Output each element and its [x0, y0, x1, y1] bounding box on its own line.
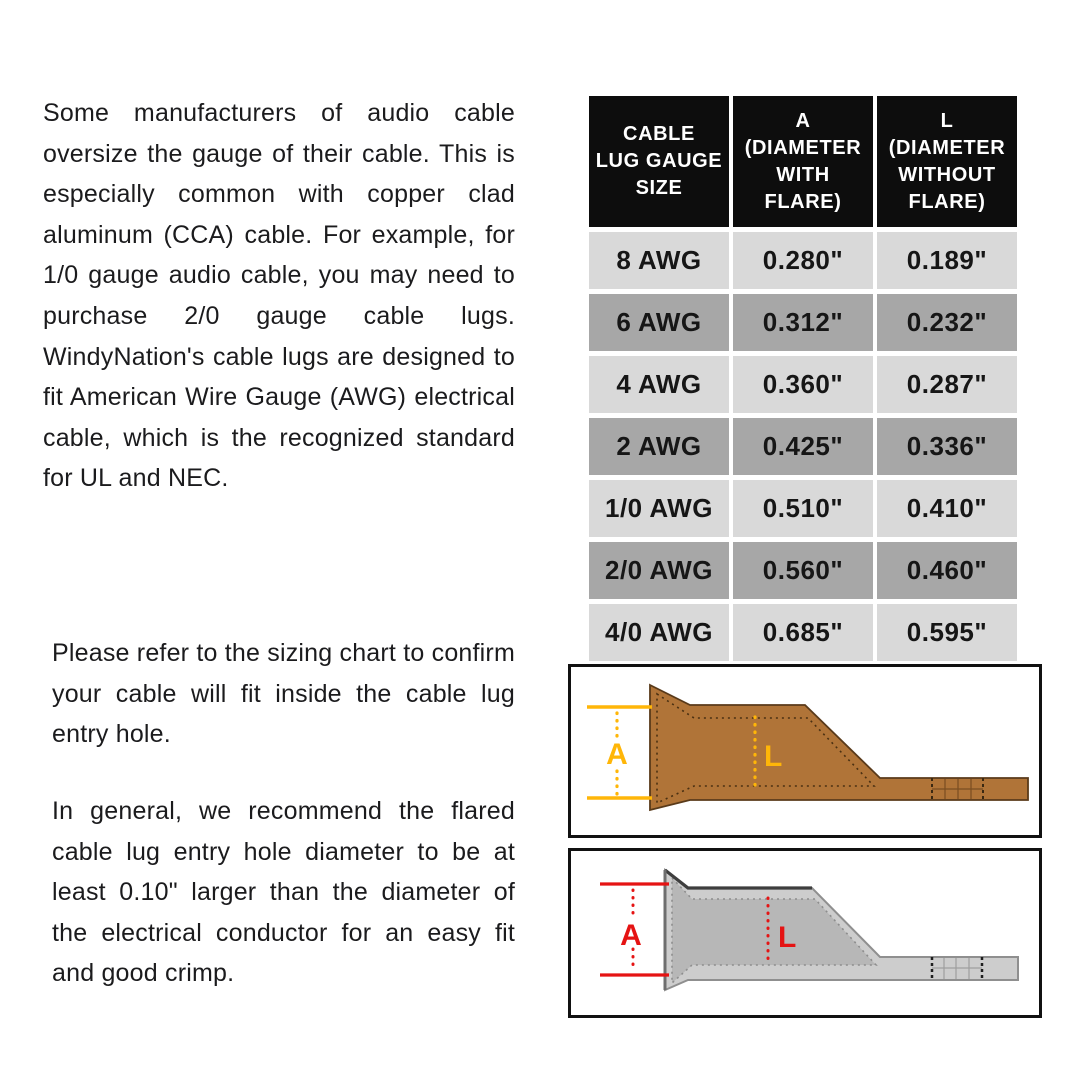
intro-paragraph: Some manufacturers of audio cable oversi…	[43, 99, 515, 493]
sizing-chart-note-paragraph: Please refer to the sizing chart to conf…	[52, 639, 515, 749]
header-gauge-size: CABLE LUG GAUGE SIZE	[589, 96, 729, 227]
gauge-cell: 6 AWG	[589, 294, 729, 351]
diameter-a-cell: 0.510"	[733, 480, 873, 537]
dimension-a-label: A	[620, 919, 642, 952]
recommendation-paragraph: In general, we recommend the flared cabl…	[52, 797, 515, 988]
diameter-l-cell: 0.287"	[877, 356, 1017, 413]
diameter-l-cell: 0.460"	[877, 542, 1017, 599]
table-row: 2/0 AWG 0.560" 0.460"	[589, 542, 1017, 599]
gauge-cell: 1/0 AWG	[589, 480, 729, 537]
table-row: 4 AWG 0.360" 0.287"	[589, 356, 1017, 413]
table-row: 2 AWG 0.425" 0.336"	[589, 418, 1017, 475]
diameter-l-cell: 0.189"	[877, 232, 1017, 289]
diameter-l-cell: 0.595"	[877, 604, 1017, 661]
dimension-l-label: L	[778, 921, 796, 954]
diameter-a-cell: 0.312"	[733, 294, 873, 351]
table-row: 6 AWG 0.312" 0.232"	[589, 294, 1017, 351]
diameter-a-cell: 0.360"	[733, 356, 873, 413]
copper-lug-diagram: A L	[568, 664, 1042, 838]
diameter-a-cell: 0.280"	[733, 232, 873, 289]
tinned-lug-drawing: A L	[600, 867, 1019, 992]
header-diameter-without-flare: L (DIAMETER WITHOUT FLARE)	[877, 96, 1017, 227]
dimension-a-label: A	[606, 738, 628, 771]
copper-lug-drawing: A L	[587, 683, 1029, 812]
dimension-l-label: L	[764, 740, 782, 773]
tinned-lug-diagram: A L	[568, 848, 1042, 1018]
table-row: 1/0 AWG 0.510" 0.410"	[589, 480, 1017, 537]
cable-lug-sizing-table: CABLE LUG GAUGE SIZE A (DIAMETER WITH FL…	[585, 91, 1021, 666]
diameter-a-cell: 0.560"	[733, 542, 873, 599]
gauge-cell: 2/0 AWG	[589, 542, 729, 599]
gauge-cell: 4/0 AWG	[589, 604, 729, 661]
gauge-cell: 4 AWG	[589, 356, 729, 413]
gauge-cell: 2 AWG	[589, 418, 729, 475]
table-header-row: CABLE LUG GAUGE SIZE A (DIAMETER WITH FL…	[589, 96, 1017, 227]
table-row: 4/0 AWG 0.685" 0.595"	[589, 604, 1017, 661]
diameter-a-cell: 0.685"	[733, 604, 873, 661]
gauge-cell: 8 AWG	[589, 232, 729, 289]
header-diameter-with-flare: A (DIAMETER WITH FLARE)	[733, 96, 873, 227]
diameter-l-cell: 0.336"	[877, 418, 1017, 475]
diameter-a-cell: 0.425"	[733, 418, 873, 475]
table-row: 8 AWG 0.280" 0.189"	[589, 232, 1017, 289]
diameter-l-cell: 0.410"	[877, 480, 1017, 537]
diameter-l-cell: 0.232"	[877, 294, 1017, 351]
